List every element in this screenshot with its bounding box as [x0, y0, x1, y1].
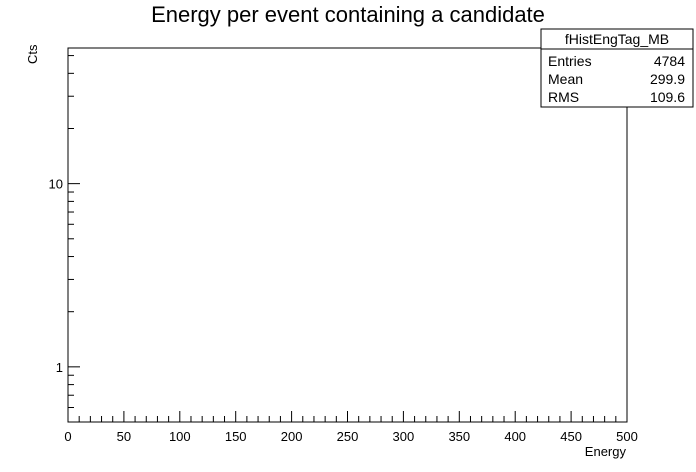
- axes: 0 50 100 150 200 250 300 350 400 450 500 1 10: [49, 47, 638, 444]
- stats-mean-value: 299.9: [650, 71, 685, 87]
- stats-box: fHistEngTag_MB Entries 4784 Mean 299.9 R…: [540, 28, 694, 108]
- x-tick-label: 150: [225, 429, 247, 444]
- x-tick-label: 500: [616, 429, 638, 444]
- x-tick-label: 300: [393, 429, 415, 444]
- x-tick-label: 400: [504, 429, 526, 444]
- y-axis-label: Cts: [25, 44, 40, 64]
- stats-entries-value: 4784: [654, 53, 685, 69]
- stats-box-name: fHistEngTag_MB: [565, 31, 669, 47]
- y-tick-label: 10: [49, 177, 63, 192]
- x-tick-label: 50: [117, 429, 131, 444]
- stats-rms-value: 109.6: [650, 89, 685, 105]
- x-axis-label: Energy: [585, 444, 627, 459]
- x-tick-label: 450: [560, 429, 582, 444]
- stats-entries-label: Entries: [548, 53, 592, 69]
- stats-box-frame: [540, 28, 694, 108]
- stats-rms-label: RMS: [548, 89, 579, 105]
- x-tick-label: 0: [64, 429, 71, 444]
- x-tick-label: 100: [169, 429, 191, 444]
- x-tick-label: 250: [337, 429, 359, 444]
- x-tick-label: 200: [281, 429, 303, 444]
- x-tick-label: 350: [448, 429, 470, 444]
- chart-title: Energy per event containing a candidate: [151, 2, 545, 27]
- stats-mean-label: Mean: [548, 71, 583, 87]
- y-tick-label: 1: [56, 360, 63, 375]
